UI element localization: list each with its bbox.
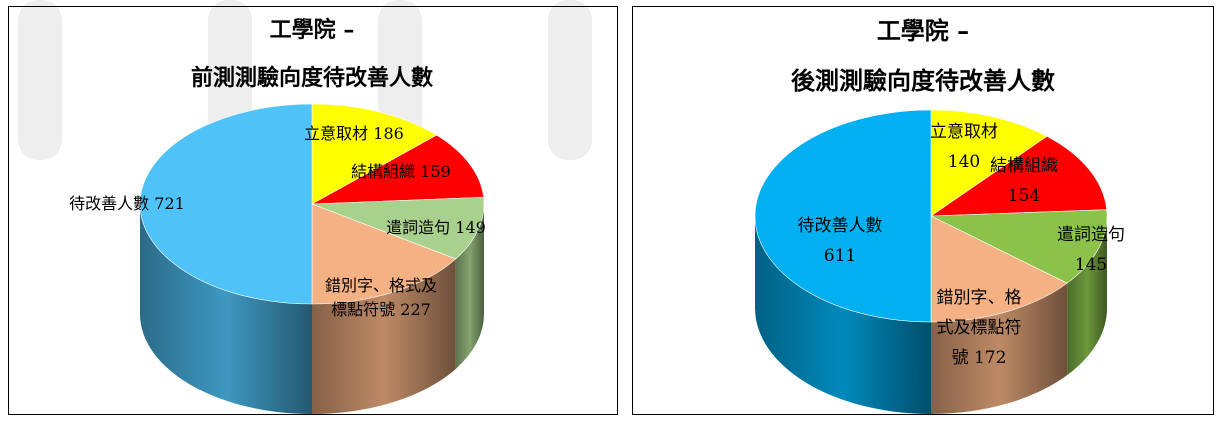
pie-side-2: [455, 204, 484, 369]
data-label-0: 立意取材 186: [304, 124, 404, 143]
pie-slice-3: [311, 203, 457, 305]
pie-slice-4: [139, 103, 313, 305]
pie-slice-0: [311, 103, 438, 205]
chart-title-line-1: 後測測驗向度待改善人數: [791, 66, 1055, 95]
chart-panel-posttest: 工學院 – 後測測驗向度待改善人數立意取材 140 結構組織 154 遣詞造句 145 錯別字…: [632, 6, 1214, 415]
pie-slices: [754, 109, 1108, 323]
pie-slice-0: [930, 109, 1048, 217]
pie-slice-1: [929, 135, 1108, 217]
pie-side-4: [140, 204, 312, 414]
pie-slice-2: [311, 196, 485, 260]
data-label-2: 遣詞造句 145: [1057, 225, 1125, 275]
pie-side-4: [755, 216, 931, 414]
data-label-2: 遣詞造句 149: [386, 218, 486, 237]
data-label-1: 結構組織 154: [990, 156, 1058, 206]
chart-title-line-1: 前測測驗向度待改善人數: [191, 65, 433, 91]
chart-title-line-0: 工學院 –: [270, 17, 355, 43]
data-label-3: 錯別字、格式及標點符號 172: [937, 288, 1022, 368]
pie-side-walls: [755, 216, 1107, 414]
pie-slices: [139, 103, 485, 305]
pie-side-walls: [140, 204, 484, 414]
pie-side-3: [931, 283, 1068, 414]
data-label-3: 錯別字、格式及標點符號 227: [325, 276, 437, 319]
pie-side-3: [312, 258, 456, 414]
pie-slice-3: [930, 215, 1068, 323]
data-label-4: 待改善人數 721: [69, 194, 185, 213]
chart-panel-pretest: 工學院 – 前測測驗向度待改善人數立意取材 186 結構組織 159 遣詞造句 149…: [8, 6, 618, 415]
pie-slice-1: [311, 134, 484, 205]
pie-slice-4: [754, 109, 932, 323]
pie-side-2: [1067, 216, 1107, 376]
chart-title-line-0: 工學院 –: [877, 16, 969, 45]
pie-slice-2: [930, 209, 1108, 284]
data-label-1: 結構組織 159: [351, 162, 451, 181]
data-label-0: 立意取材 140: [930, 122, 998, 172]
data-label-4: 待改善人數 611: [798, 216, 883, 266]
